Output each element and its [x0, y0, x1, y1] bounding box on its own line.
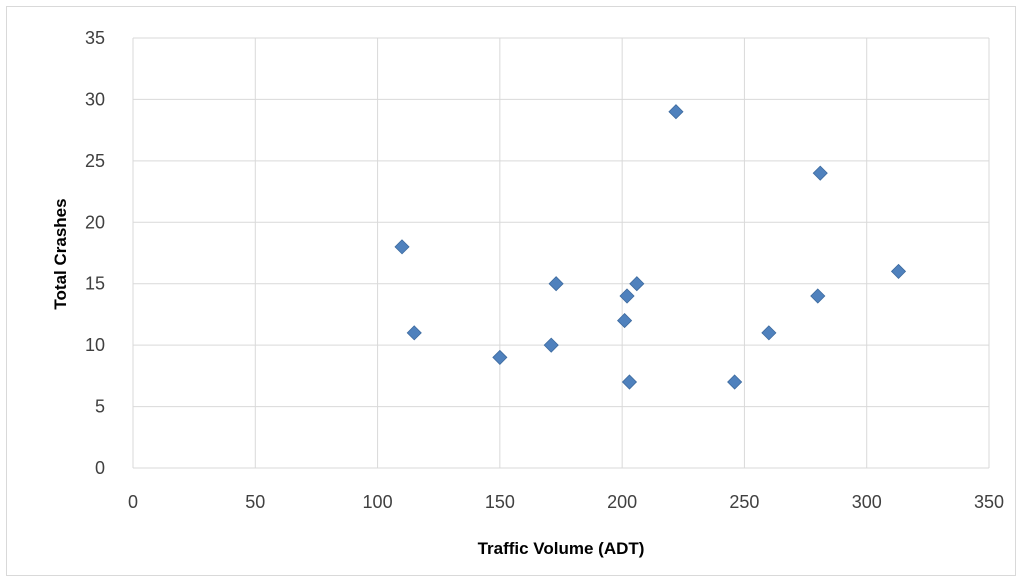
y-tick-label: 10	[85, 335, 105, 355]
data-point-0	[394, 239, 410, 255]
data-point-9	[668, 104, 684, 120]
data-point-2	[492, 349, 508, 365]
y-axis-tick-labels: 0 5 10 15 20 25 30 35	[85, 28, 105, 478]
y-tick-label: 20	[85, 212, 105, 232]
data-point-3	[543, 337, 559, 353]
y-tick-label: 5	[95, 397, 105, 417]
y-tick-label: 30	[85, 89, 105, 109]
data-point-6	[619, 288, 635, 304]
data-point-14	[890, 263, 907, 279]
y-tick-label: 35	[85, 28, 105, 48]
x-tick-label: 250	[729, 492, 759, 512]
y-tick-label: 0	[95, 458, 105, 478]
data-point-1	[406, 325, 422, 341]
y-tick-label: 25	[85, 151, 105, 171]
data-point-4	[548, 276, 564, 292]
data-point-12	[810, 288, 826, 304]
data-point-7	[621, 374, 638, 390]
data-point-10	[727, 374, 743, 390]
x-axis-title: Traffic Volume (ADT)	[478, 539, 645, 558]
x-tick-label: 300	[852, 492, 882, 512]
x-tick-label: 100	[363, 492, 393, 512]
data-points	[394, 104, 907, 390]
y-tick-label: 15	[85, 274, 105, 294]
y-axis-title: Total Crashes	[51, 198, 70, 309]
horizontal-gridlines	[133, 37, 989, 469]
data-point-13	[812, 165, 828, 181]
x-tick-label: 200	[607, 492, 637, 512]
chart-area	[6, 6, 1016, 576]
x-tick-label: 0	[128, 492, 138, 512]
x-tick-label: 50	[245, 492, 265, 512]
data-point-5	[617, 313, 633, 329]
data-point-8	[629, 276, 645, 292]
x-axis-tick-labels: 0 50 100 150 200 250 300 350	[128, 492, 1004, 512]
x-tick-label: 150	[485, 492, 515, 512]
data-point-11	[761, 325, 777, 341]
vertical-gridlines	[132, 38, 990, 468]
x-tick-label: 350	[974, 492, 1004, 512]
